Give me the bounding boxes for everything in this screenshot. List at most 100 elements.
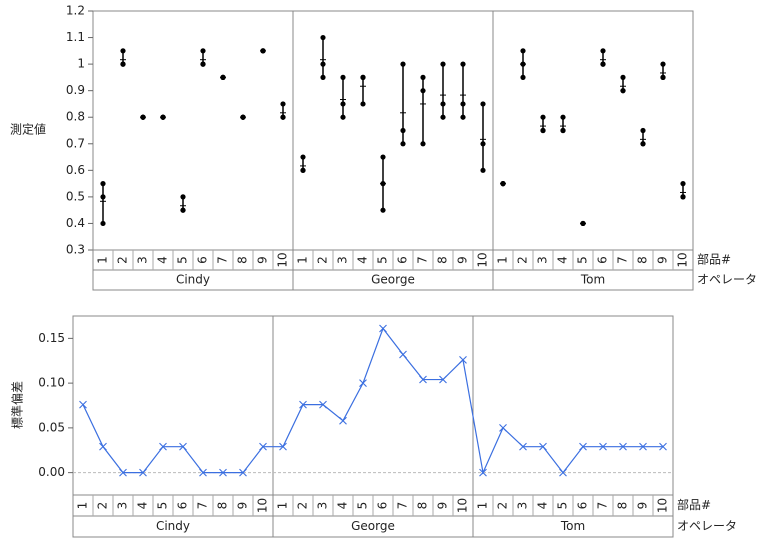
part-label: 5 bbox=[156, 502, 170, 510]
y-axis-label: 測定値 bbox=[10, 122, 46, 137]
measurement-point bbox=[600, 61, 606, 67]
y-tick-label: 1.1 bbox=[66, 30, 85, 44]
y-tick-label: 0.05 bbox=[38, 420, 65, 434]
measurement-point bbox=[440, 61, 446, 67]
sd-marker bbox=[559, 468, 567, 477]
sd-marker bbox=[79, 400, 87, 409]
operator-label: Tom bbox=[580, 273, 605, 287]
part-label: 1 bbox=[96, 256, 110, 264]
part-label: 6 bbox=[196, 256, 210, 264]
part-label: 4 bbox=[156, 256, 170, 264]
measurement-point bbox=[420, 74, 426, 80]
part-label: 2 bbox=[116, 256, 130, 264]
part-label: 5 bbox=[356, 502, 370, 510]
part-label: 2 bbox=[316, 256, 330, 264]
measurement-point bbox=[520, 74, 526, 80]
part-label: 7 bbox=[616, 256, 630, 264]
y-tick-label: 0.6 bbox=[66, 163, 85, 177]
measurement-point bbox=[440, 101, 446, 107]
part-label: 10 bbox=[256, 498, 270, 513]
measurement-point bbox=[460, 61, 466, 67]
part-label: 4 bbox=[336, 502, 350, 510]
measurement-point bbox=[620, 74, 626, 80]
part-label: 6 bbox=[176, 502, 190, 510]
sd-marker bbox=[419, 375, 427, 384]
part-label: 6 bbox=[376, 502, 390, 510]
measurement-point bbox=[280, 101, 286, 107]
measurement-point bbox=[640, 127, 646, 134]
part-label: 9 bbox=[236, 502, 250, 510]
part-label: 8 bbox=[416, 502, 430, 510]
part-label: 1 bbox=[296, 256, 310, 264]
y-tick-label: 0.3 bbox=[66, 243, 85, 257]
y-tick-label: 0.15 bbox=[38, 331, 65, 345]
part-label: 9 bbox=[436, 502, 450, 510]
part-label: 2 bbox=[516, 256, 530, 264]
part-label: 1 bbox=[496, 256, 510, 264]
sd-marker bbox=[239, 468, 247, 477]
sd-marker bbox=[499, 423, 507, 432]
measurement-point bbox=[600, 48, 606, 54]
measurement-point bbox=[460, 101, 466, 107]
sd-marker bbox=[139, 468, 147, 477]
y-tick-label: 1 bbox=[77, 57, 85, 71]
y-tick-label: 0.7 bbox=[66, 136, 85, 150]
part-label: 9 bbox=[456, 256, 470, 264]
measurement-point bbox=[180, 207, 186, 213]
measurement-point bbox=[380, 154, 386, 160]
x-axis-label: 部品# bbox=[677, 497, 711, 512]
measurement-point bbox=[340, 114, 346, 120]
y-axis-label: 標準偏差 bbox=[10, 381, 25, 429]
measurement-point bbox=[260, 48, 266, 54]
measurement-point bbox=[100, 194, 106, 200]
operator-label: Cindy bbox=[156, 519, 190, 533]
y-tick-label: 0.9 bbox=[66, 83, 85, 97]
measurement-point bbox=[560, 114, 566, 120]
part-label: 5 bbox=[376, 256, 390, 264]
part-label: 3 bbox=[516, 502, 530, 510]
plot-frame bbox=[72, 315, 674, 496]
measurement-point bbox=[680, 194, 686, 200]
part-label: 9 bbox=[656, 256, 670, 264]
part-label: 8 bbox=[616, 502, 630, 510]
measurement-point bbox=[400, 127, 406, 134]
measurement-point bbox=[580, 220, 586, 227]
measurement-point bbox=[320, 61, 326, 67]
measurement-point bbox=[300, 167, 306, 173]
sd-marker bbox=[579, 442, 587, 451]
part-label: 10 bbox=[656, 498, 670, 513]
sd-marker bbox=[279, 442, 287, 451]
measurement-point bbox=[300, 154, 306, 160]
measurement-point bbox=[500, 181, 506, 187]
measurement-point bbox=[480, 167, 486, 173]
operator-label: George bbox=[371, 273, 415, 287]
part-label: 4 bbox=[556, 256, 570, 264]
part-label: 8 bbox=[236, 256, 250, 264]
measurement-point bbox=[240, 114, 246, 120]
sd-marker bbox=[219, 468, 227, 477]
sd-marker bbox=[339, 416, 347, 425]
part-label: 1 bbox=[476, 502, 490, 510]
y-tick-label: 0.5 bbox=[66, 189, 85, 203]
part-label: 6 bbox=[596, 256, 610, 264]
measurement-point bbox=[480, 101, 486, 107]
y-tick-label: 0.10 bbox=[38, 376, 65, 390]
part-label: 3 bbox=[336, 256, 350, 264]
sd-marker bbox=[199, 468, 207, 477]
measurement-point bbox=[660, 61, 666, 67]
sd-marker bbox=[479, 468, 487, 477]
measurement-point bbox=[660, 74, 666, 80]
part-label: 1 bbox=[276, 502, 290, 510]
measurement-point bbox=[200, 48, 206, 54]
sd-marker bbox=[359, 379, 367, 388]
part-label: 9 bbox=[636, 502, 650, 510]
sd-marker bbox=[539, 442, 547, 451]
measurement-point bbox=[680, 181, 686, 187]
measurement-point bbox=[520, 61, 526, 67]
part-label: 9 bbox=[256, 256, 270, 264]
sd-marker bbox=[599, 442, 607, 451]
sd-line bbox=[82, 327, 663, 475]
part-label: 4 bbox=[536, 502, 550, 510]
